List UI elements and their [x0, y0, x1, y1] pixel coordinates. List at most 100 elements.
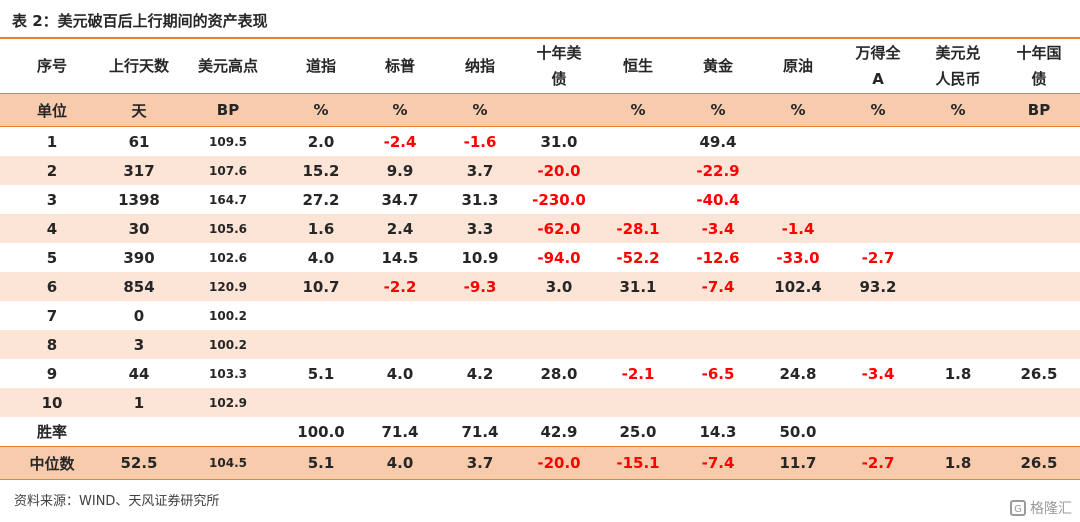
table-cell: 93.2	[838, 272, 918, 301]
table-cell: -2.7	[861, 248, 895, 267]
median-row: 中位数 52.5 104.5 5.1 4.0 3.7 -20.0 -15.1 -7.4 11.7-…	[0, 446, 1080, 480]
table-cell	[998, 214, 1080, 243]
table-cell	[838, 127, 918, 157]
watermark: G 格隆汇	[1010, 498, 1072, 518]
table-cell	[440, 388, 520, 417]
table-cell	[918, 243, 998, 272]
table-cell	[998, 301, 1080, 330]
table-cell: -22.9	[678, 156, 758, 185]
column-header-line: 上行天数	[108, 57, 169, 75]
table-cell	[758, 127, 838, 157]
unit-cell: %	[598, 93, 678, 127]
table-cell: -52.2	[616, 248, 660, 267]
column-header: 原油	[758, 39, 838, 94]
table-cell: 44	[128, 364, 150, 383]
table-cell	[758, 330, 838, 359]
table-cell: 100.0	[297, 422, 345, 441]
table-cell	[998, 127, 1080, 157]
column-header: 恒生	[598, 39, 678, 94]
table-cell	[838, 156, 918, 185]
table-row: 9 44 103.3 5.1 4.0 4.2 28.0 -2.1 -6.5 24.8 -3.4 1.8…	[0, 359, 1080, 388]
column-header: 十年美债	[520, 39, 598, 94]
column-header: 万得全 A	[838, 39, 918, 94]
table-cell	[520, 301, 598, 330]
table-cell	[282, 301, 360, 330]
table-cell	[998, 417, 1080, 447]
column-header-line: A	[872, 70, 884, 88]
table-cell: 50.0	[779, 422, 817, 441]
table-row: 7 0 100.2	[0, 301, 1080, 330]
table-cell: 854	[104, 272, 174, 301]
table-cell: 30	[104, 214, 174, 243]
table-cell: -62.0	[520, 214, 598, 243]
table-cell: 9	[46, 364, 58, 383]
table-cell	[598, 185, 678, 214]
table-cell	[998, 330, 1080, 359]
table-cell	[678, 301, 758, 330]
column-header: 序号	[0, 39, 104, 94]
source-note: 资料来源：WIND、天风证券研究所	[14, 494, 220, 509]
table-cell	[360, 330, 440, 359]
table-cell: 120.9	[174, 272, 282, 301]
table-cell: -1.6	[463, 132, 497, 151]
table-cell: -230.0	[532, 190, 586, 209]
median-cell: -7.4	[678, 446, 758, 480]
unit-cell: %	[360, 93, 440, 127]
table-cell	[838, 301, 918, 330]
unit-cell: 天	[104, 93, 174, 127]
watermark-text: 格隆汇	[1030, 501, 1072, 517]
column-header-line: 原油	[782, 57, 813, 75]
table-cell: 4	[0, 214, 104, 243]
table-cell	[758, 185, 838, 214]
table-cell: 317	[104, 156, 174, 185]
column-header: 纳指	[440, 39, 520, 94]
table-cell: 61	[128, 132, 150, 151]
table-cell: 390	[123, 248, 155, 267]
table-cell	[758, 301, 838, 330]
table-cell: 9.9	[360, 156, 440, 185]
table-cell: -6.5	[701, 364, 735, 383]
median-cell: 中位数	[0, 446, 104, 480]
table-cell: 14.3	[699, 422, 737, 441]
table-cell: 34.7	[381, 190, 419, 209]
table-cell: 7	[46, 306, 58, 325]
unit-cell	[520, 93, 598, 127]
column-header-line: 十年美	[536, 44, 582, 62]
table-cell	[918, 156, 998, 185]
table-cell	[598, 156, 678, 185]
table-cell: 3.7	[440, 156, 520, 185]
table-cell: 31.0	[540, 132, 578, 151]
table-cell: -9.3	[440, 272, 520, 301]
table-cell: 25.0	[619, 422, 657, 441]
column-header-line: 十年国	[1016, 44, 1062, 62]
table-cell	[360, 388, 440, 417]
median-cell: 1.8	[918, 446, 998, 480]
table-cell: 3	[104, 330, 174, 359]
table-row: 胜率 100.0 71.4 71.4 42.9 25.0 14.3 50.0	[0, 417, 1080, 447]
table-cell	[678, 388, 758, 417]
column-header-line: 债	[1031, 70, 1047, 88]
table-cell: -94.0	[537, 248, 581, 267]
header-row: 序号 上行天数 美元高点 道指 标普 纳指 十年美债恒生 黄金 原油 万得全 A 美元兑 人民币 十年国债	[0, 39, 1080, 94]
table-cell: 10.7	[282, 272, 360, 301]
column-header-line: 黄金	[702, 57, 733, 75]
table-cell	[838, 388, 918, 417]
table-cell: 1398	[118, 190, 160, 209]
column-header: 上行天数	[104, 39, 174, 94]
table-cell: 0	[133, 306, 145, 325]
column-header: 十年国债	[998, 39, 1080, 94]
table-title: 表 2：美元破百后上行期间的资产表现	[12, 12, 268, 30]
table-cell: 42.9	[540, 422, 578, 441]
title-rule	[0, 37, 1080, 39]
table-cell: 14.5	[381, 248, 419, 267]
table-cell: 15.2	[282, 156, 360, 185]
unit-cell: BP	[998, 93, 1080, 127]
table-cell	[918, 214, 998, 243]
table-cell: 10.9	[461, 248, 499, 267]
table-row: 6 854 120.9 10.7 -2.2 -9.3 3.0 31.1 -7.4 102.4 93.…	[0, 272, 1080, 301]
table-cell	[998, 185, 1080, 214]
table-cell: 3	[46, 190, 58, 209]
table-cell	[758, 156, 838, 185]
gelonghui-logo-icon: G	[1010, 500, 1026, 516]
table-cell: 27.2	[302, 190, 340, 209]
